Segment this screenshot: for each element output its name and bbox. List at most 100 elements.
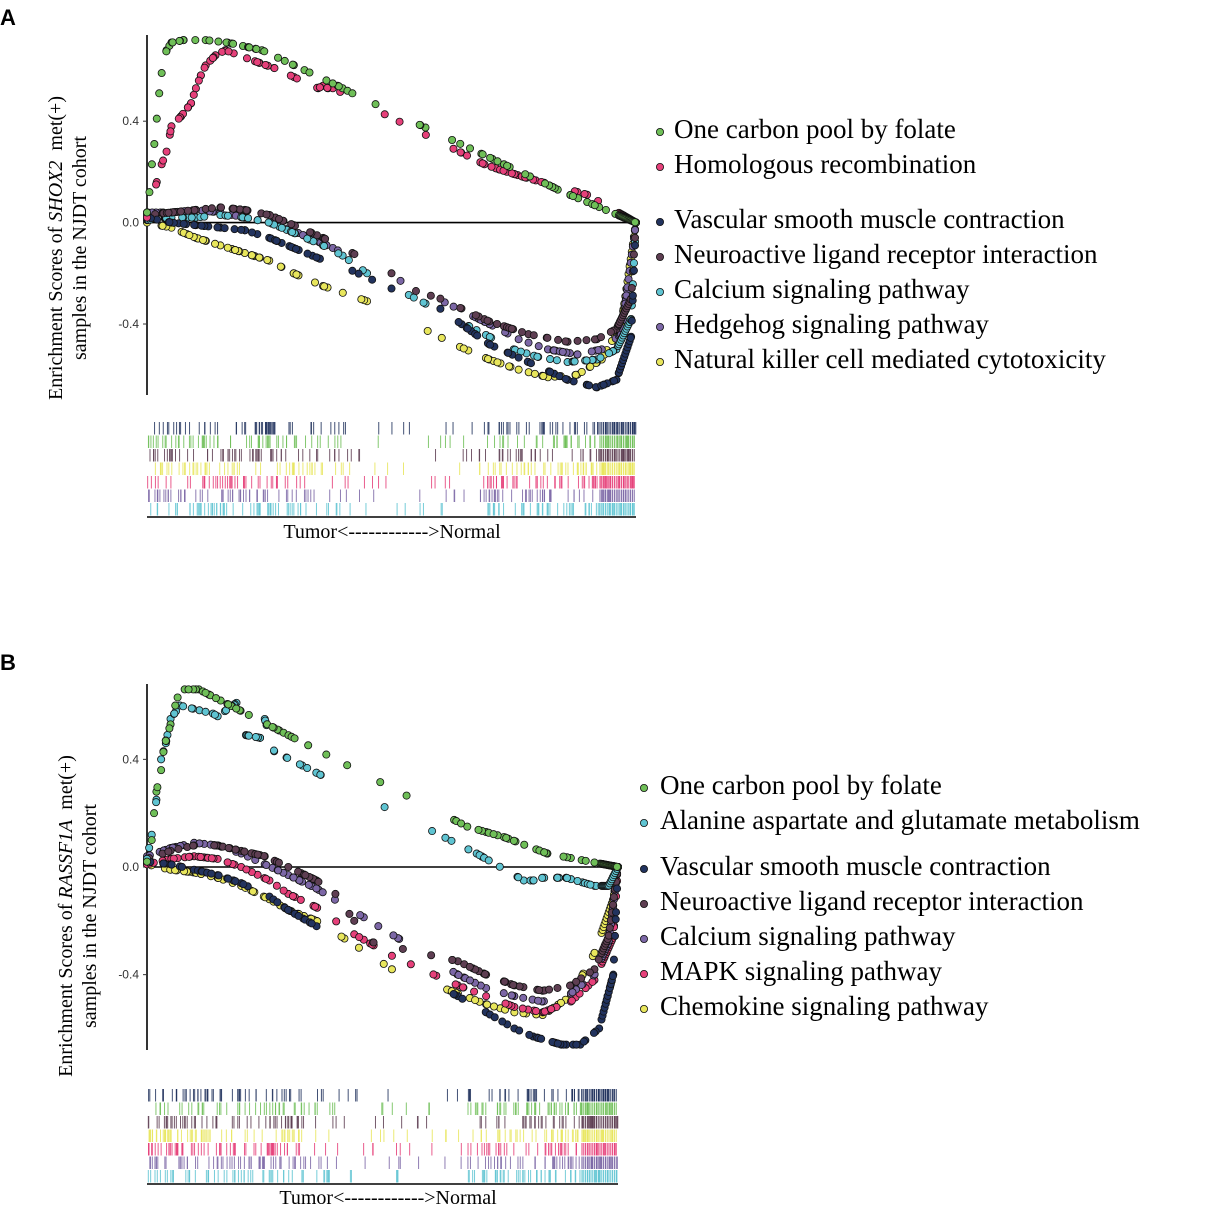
data-point	[448, 135, 457, 144]
data-point	[201, 707, 210, 716]
data-point	[274, 866, 283, 875]
panel-a: A 0.4 0.0 -0.4 Enrichment Scores of SHOX2 met…	[0, 5, 1106, 543]
series-chemokine-signaling-pathway	[142, 860, 623, 1020]
data-point	[159, 156, 168, 165]
data-point	[210, 841, 219, 850]
data-point	[334, 249, 343, 258]
data-point	[451, 980, 460, 989]
data-point	[248, 887, 257, 896]
legend-dot	[656, 252, 665, 261]
data-point	[200, 63, 209, 72]
data-point	[159, 859, 168, 868]
data-point	[525, 1030, 534, 1039]
panel-letter: A	[0, 5, 16, 30]
data-point	[465, 962, 474, 971]
data-point	[264, 218, 273, 227]
data-point	[190, 220, 199, 229]
data-point	[316, 770, 325, 779]
data-point	[613, 884, 622, 893]
data-point	[289, 873, 298, 882]
data-point	[322, 76, 331, 85]
data-point	[322, 750, 331, 759]
data-point	[398, 944, 407, 953]
data-point	[626, 333, 635, 342]
data-point	[436, 304, 445, 313]
legend-dot	[640, 970, 649, 979]
data-point	[493, 319, 502, 328]
data-point	[552, 356, 561, 365]
data-point	[518, 328, 527, 337]
legend: One carbon pool by folate Alanine asparta…	[640, 770, 1140, 1021]
y-tick-label: 0.4	[122, 752, 139, 766]
legend-entry: Chemokine signaling pathway	[660, 991, 989, 1021]
data-point	[624, 275, 633, 284]
data-point	[303, 249, 312, 258]
data-point	[534, 342, 543, 351]
data-point	[240, 847, 249, 856]
data-point	[509, 980, 518, 989]
data-point	[478, 159, 487, 168]
data-point	[627, 284, 636, 293]
data-point	[539, 372, 548, 381]
data-point	[147, 160, 156, 169]
data-point	[191, 36, 200, 45]
y-axis-label: Enrichment Scores of SHOX2 met(+)	[45, 96, 67, 400]
data-point	[533, 352, 542, 361]
data-point	[318, 888, 327, 897]
legend-entry: Neuroactive ligand receptor interaction	[674, 239, 1098, 269]
legend-dot	[656, 127, 665, 136]
data-point	[608, 900, 617, 909]
data-point	[157, 69, 166, 78]
data-point	[481, 970, 490, 979]
data-point	[280, 56, 289, 65]
data-point	[224, 700, 233, 709]
data-point	[142, 208, 151, 217]
data-point	[253, 58, 262, 67]
data-point	[286, 71, 295, 80]
data-point	[252, 44, 261, 53]
barcode-strip	[147, 422, 637, 516]
data-point	[320, 241, 329, 250]
data-point	[558, 347, 567, 356]
data-point	[627, 316, 636, 325]
legend-dot	[656, 217, 665, 226]
data-point	[470, 987, 479, 996]
data-point	[605, 349, 614, 358]
data-point	[559, 852, 568, 861]
data-point	[631, 233, 640, 242]
data-point	[183, 206, 192, 215]
data-point	[165, 724, 174, 733]
data-point	[307, 919, 316, 928]
data-point	[191, 84, 200, 93]
data-point	[599, 380, 608, 389]
data-point	[150, 809, 159, 818]
data-point	[582, 336, 591, 345]
data-point	[534, 996, 543, 1005]
data-point	[585, 381, 594, 390]
data-point	[275, 215, 284, 224]
data-point	[150, 140, 159, 149]
data-point	[304, 741, 313, 750]
data-point	[380, 110, 389, 119]
data-point	[196, 852, 205, 861]
data-point	[612, 908, 621, 917]
data-point	[428, 827, 437, 836]
data-point	[489, 1002, 498, 1011]
data-point	[454, 970, 463, 979]
data-point	[262, 210, 271, 219]
data-point	[355, 933, 364, 942]
data-point	[585, 968, 594, 977]
data-point	[174, 114, 183, 123]
data-point	[312, 253, 321, 262]
data-point	[277, 223, 286, 232]
y-axis-label-suffix: met(+)	[55, 755, 77, 810]
data-point	[183, 103, 192, 112]
data-point	[519, 993, 528, 1002]
data-point	[429, 970, 438, 979]
data-point	[532, 1007, 541, 1016]
data-point	[170, 709, 179, 718]
data-point	[211, 694, 220, 703]
data-point	[587, 347, 596, 356]
data-point	[524, 338, 533, 347]
data-point	[507, 324, 516, 333]
